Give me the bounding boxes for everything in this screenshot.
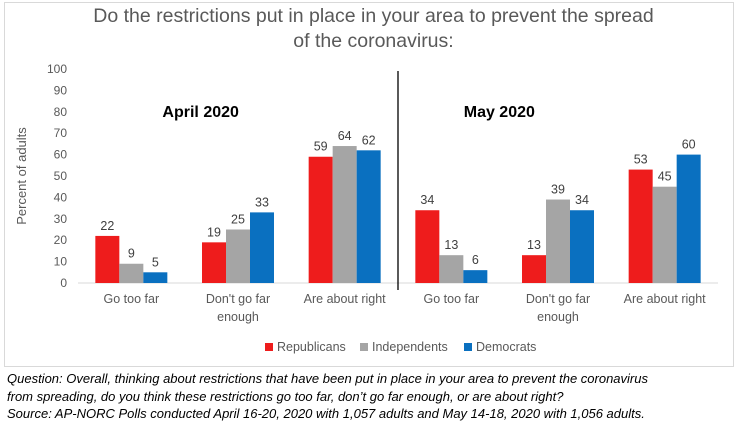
bar (439, 255, 464, 283)
y-tick-label: 100 (47, 62, 67, 76)
bar (676, 154, 701, 283)
bar (119, 263, 144, 283)
y-tick-label: 20 (54, 233, 68, 247)
bar (522, 255, 546, 283)
x-tick-label: enough (537, 310, 579, 324)
x-tick-label: Go too far (104, 292, 160, 306)
x-tick-label: Are about right (624, 292, 707, 306)
y-tick-label: 30 (54, 212, 68, 226)
legend-swatch (265, 343, 273, 351)
legend-label: Independents (372, 340, 448, 354)
chart-title-line-2: of the coronavirus: (293, 30, 454, 52)
data-label: 13 (527, 238, 541, 252)
legend-swatch (464, 343, 472, 351)
legend-swatch (360, 343, 368, 351)
y-tick-label: 10 (54, 255, 68, 269)
data-label: 6 (472, 253, 479, 267)
chart-title-line-1: Do the restrictions put in place in your… (93, 5, 654, 27)
y-tick-label: 80 (54, 105, 68, 119)
bar (570, 210, 594, 283)
data-label: 9 (128, 247, 135, 261)
bar (546, 199, 570, 283)
data-label: 22 (100, 219, 114, 233)
y-tick-label: 70 (54, 126, 68, 140)
data-label: 19 (207, 225, 221, 239)
data-label: 64 (338, 129, 352, 143)
bar (415, 210, 440, 283)
chart-caption: Question: Overall, thinking about restri… (7, 370, 742, 423)
bar (628, 169, 653, 283)
bar (226, 229, 250, 283)
bar (463, 270, 488, 283)
data-label: 13 (444, 238, 458, 252)
legend-label: Republicans (277, 340, 346, 354)
bar-chart: 0 10 20 30 40 50 60 70 80 90 100 Percent of adults A… (14, 62, 718, 354)
y-tick-label: 50 (54, 169, 68, 183)
y-tick-label: 0 (60, 276, 67, 290)
data-label: 60 (682, 138, 696, 152)
data-label: 5 (152, 255, 159, 269)
y-tick-label: 60 (54, 148, 68, 162)
bar (250, 212, 274, 283)
chart-frame (4, 2, 734, 367)
bar (332, 146, 357, 283)
legend-label: Democrats (476, 340, 536, 354)
bar (95, 235, 120, 283)
x-tick-label: Are about right (304, 292, 387, 306)
x-tick-label: Don't go far (206, 292, 270, 306)
x-tick-label: Don't go far (526, 292, 590, 306)
bar (202, 242, 226, 283)
caption-question-line-2: from spreading, do you think these restr… (7, 388, 564, 404)
data-label: 59 (314, 140, 328, 154)
x-tick-label: enough (217, 310, 259, 324)
panel-label: May 2020 (464, 104, 535, 121)
bar (143, 272, 168, 283)
data-label: 62 (362, 133, 376, 147)
data-label: 39 (551, 183, 565, 197)
data-label: 33 (255, 195, 269, 209)
y-tick-label: 40 (54, 190, 68, 204)
bar (308, 156, 333, 283)
chart-title: Do the restrictions put in place in your… (0, 4, 747, 54)
data-label: 53 (634, 153, 648, 167)
data-label: 34 (575, 193, 589, 207)
y-axis-label: Percent of adults (14, 127, 29, 225)
x-tick-label: Go too far (424, 292, 480, 306)
bar (356, 150, 381, 283)
y-tick-label: 90 (54, 83, 68, 97)
data-label: 34 (420, 193, 434, 207)
data-label: 25 (231, 213, 245, 227)
data-label: 45 (658, 170, 672, 184)
caption-question-line-1: Question: Overall, thinking about restri… (7, 371, 648, 386)
bar (652, 186, 677, 283)
caption-source: Source: AP-NORC Polls conducted April 16… (7, 406, 645, 421)
panel-label: April 2020 (162, 104, 239, 121)
